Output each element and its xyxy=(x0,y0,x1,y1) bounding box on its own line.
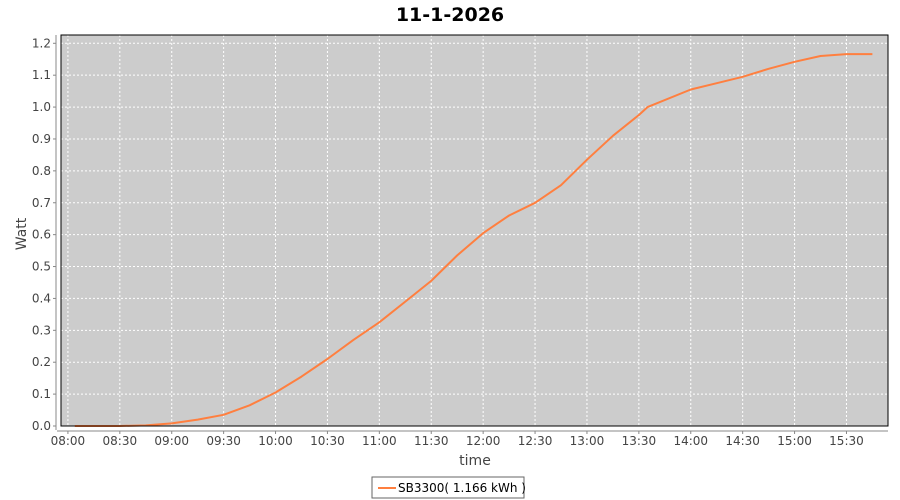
x-tick-label: 10:00 xyxy=(258,434,293,448)
y-tick-label: 0.8 xyxy=(32,164,51,178)
x-tick-label: 11:30 xyxy=(414,434,449,448)
x-tick-label: 09:30 xyxy=(206,434,241,448)
x-tick-label: 14:30 xyxy=(725,434,760,448)
y-tick-label: 0.5 xyxy=(32,260,51,274)
x-tick-label: 13:00 xyxy=(570,434,605,448)
x-tick-label: 12:30 xyxy=(518,434,553,448)
x-axis-label: time xyxy=(459,453,491,469)
y-tick-label: 1.0 xyxy=(32,100,51,114)
y-tick-label: 1.1 xyxy=(32,68,51,82)
y-tick-label: 0.4 xyxy=(32,291,51,305)
y-tick-label: 0.6 xyxy=(32,228,51,242)
x-tick-label: 13:30 xyxy=(622,434,657,448)
y-tick-label: 0.2 xyxy=(32,355,51,369)
y-tick-label: 0.7 xyxy=(32,196,51,210)
axes: 08:00 08:30 09:00 09:30 10:00 10:30 11:00 11:30… xyxy=(32,35,888,448)
legend: SB3300( 1.166 kWh ) xyxy=(371,476,526,499)
chart-title: 11-1-2026 xyxy=(396,4,504,26)
y-tick-label: 0.1 xyxy=(32,387,51,401)
y-tick-label: 0.3 xyxy=(32,323,51,337)
x-tick-label: 15:00 xyxy=(777,434,812,448)
y-tick-label: 0.0 xyxy=(32,419,51,433)
series-line xyxy=(74,53,873,427)
x-tick-label: 08:30 xyxy=(103,434,138,448)
legend-label: SB3300( 1.166 kWh ) xyxy=(398,481,526,495)
series xyxy=(74,53,873,427)
legend-box xyxy=(371,476,525,499)
x-tick-label: 15:30 xyxy=(829,434,864,448)
y-tick-label: 0.9 xyxy=(32,132,51,146)
grid xyxy=(61,35,888,426)
y-axis-label: Watt xyxy=(14,217,30,250)
x-tick-label: 12:00 xyxy=(466,434,501,448)
y-tick-label: 1.2 xyxy=(32,36,51,50)
x-tick-label: 09:00 xyxy=(154,434,189,448)
plot-border xyxy=(60,34,889,427)
x-tick-label: 08:00 xyxy=(51,434,86,448)
x-tick-label: 14:00 xyxy=(673,434,708,448)
x-tick-label: 11:00 xyxy=(362,434,397,448)
plot-area xyxy=(61,35,888,426)
x-tick-label: 10:30 xyxy=(310,434,345,448)
